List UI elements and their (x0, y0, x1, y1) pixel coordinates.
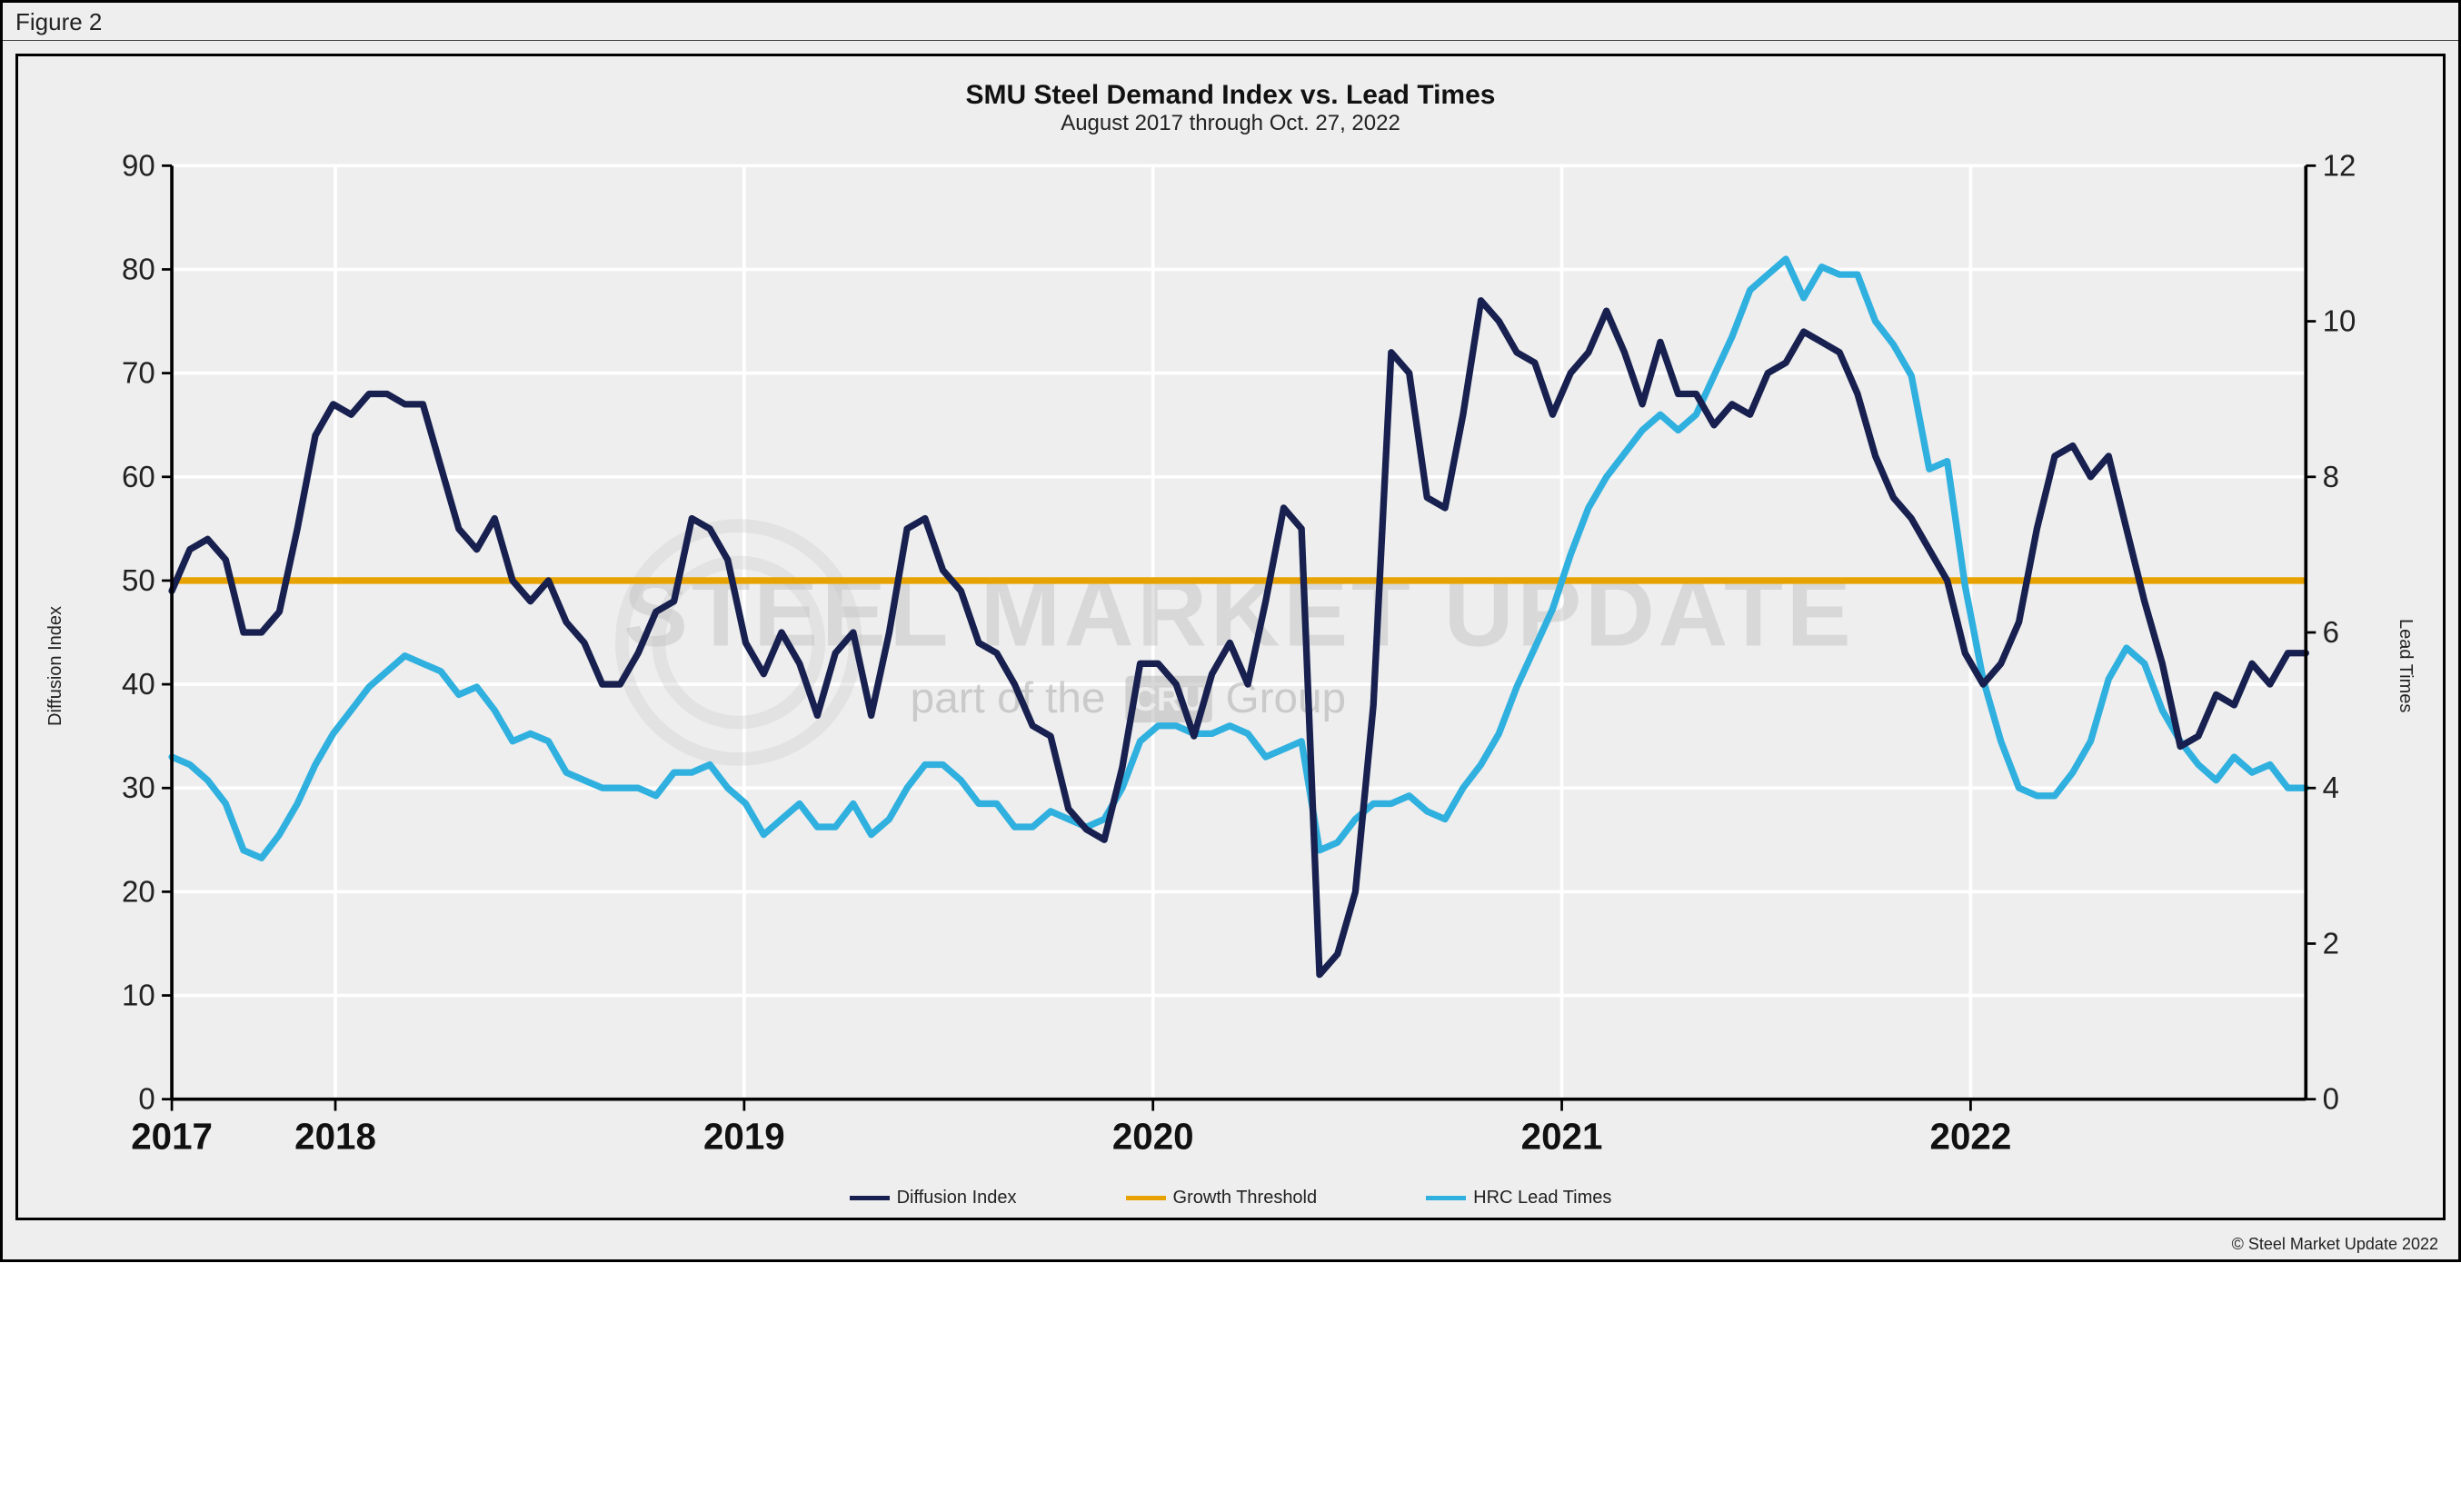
legend-item-hrc: HRC Lead Times (1426, 1188, 1611, 1209)
legend-swatch-hrc (1426, 1196, 1466, 1200)
svg-text:part of the: part of the (911, 674, 1106, 722)
chart-title: SMU Steel Demand Index vs. Lead Times (45, 80, 2416, 111)
svg-text:60: 60 (122, 460, 155, 493)
svg-text:0: 0 (2323, 1082, 2339, 1116)
svg-text:10: 10 (122, 979, 155, 1012)
svg-text:CRU: CRU (1132, 681, 1204, 718)
svg-text:2021: 2021 (1521, 1116, 1603, 1158)
legend-item-threshold: Growth Threshold (1126, 1188, 1318, 1209)
svg-text:4: 4 (2323, 771, 2339, 804)
svg-text:40: 40 (122, 667, 155, 701)
svg-text:80: 80 (122, 253, 155, 286)
chart-subtitle: August 2017 through Oct. 27, 2022 (45, 111, 2416, 136)
svg-text:50: 50 (122, 563, 155, 597)
svg-text:12: 12 (2323, 149, 2356, 182)
legend-label-hrc: HRC Lead Times (1473, 1188, 1611, 1209)
svg-text:2: 2 (2323, 926, 2339, 960)
legend-label-threshold: Growth Threshold (1173, 1188, 1318, 1209)
legend-item-diffusion: Diffusion Index (850, 1188, 1017, 1209)
svg-text:2017: 2017 (131, 1116, 213, 1158)
svg-text:2018: 2018 (294, 1116, 376, 1158)
svg-text:STEEL MARKET UPDATE: STEEL MARKET UPDATE (623, 559, 1854, 667)
legend: Diffusion Index Growth Threshold HRC Lead … (45, 1188, 2416, 1209)
line-chart: STEEL MARKET UPDATEpart of theCRUGroup01… (72, 149, 2389, 1182)
svg-text:70: 70 (122, 356, 155, 390)
svg-text:2020: 2020 (1112, 1116, 1194, 1158)
legend-swatch-diffusion (850, 1196, 890, 1200)
figure-label: Figure 2 (3, 3, 2458, 41)
svg-text:90: 90 (122, 149, 155, 182)
svg-text:6: 6 (2323, 615, 2339, 649)
svg-text:8: 8 (2323, 460, 2339, 493)
svg-text:0: 0 (138, 1082, 154, 1116)
right-y-axis-label: Lead Times (2395, 619, 2416, 712)
svg-text:2019: 2019 (703, 1116, 785, 1158)
figure-inner-frame: SMU Steel Demand Index vs. Lead Times Au… (15, 54, 2446, 1220)
copyright-text: © Steel Market Update 2022 (3, 1233, 2458, 1259)
svg-text:2022: 2022 (1930, 1116, 2012, 1158)
legend-swatch-threshold (1126, 1196, 1166, 1200)
svg-text:30: 30 (122, 771, 155, 804)
figure-outer-frame: Figure 2 SMU Steel Demand Index vs. Lead… (0, 0, 2461, 1262)
svg-text:20: 20 (122, 874, 155, 908)
legend-label-diffusion: Diffusion Index (897, 1188, 1017, 1209)
svg-text:10: 10 (2323, 304, 2356, 338)
left-y-axis-label: Diffusion Index (45, 606, 66, 726)
